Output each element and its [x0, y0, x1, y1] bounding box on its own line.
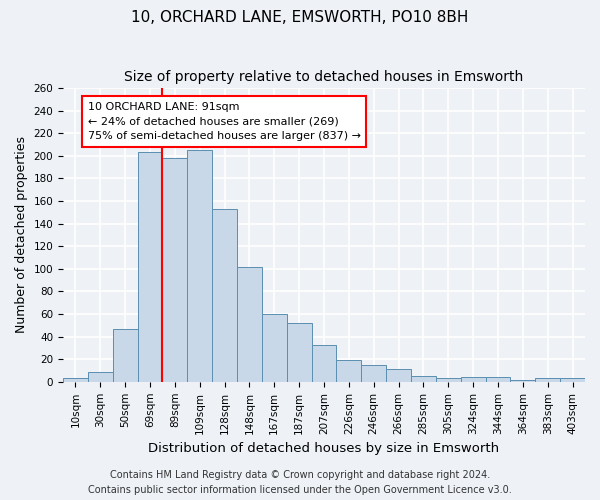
Bar: [63, 378, 88, 382]
Bar: [436, 378, 461, 382]
Bar: [560, 378, 585, 382]
Text: 10, ORCHARD LANE, EMSWORTH, PO10 8BH: 10, ORCHARD LANE, EMSWORTH, PO10 8BH: [131, 10, 469, 25]
Bar: [262, 314, 287, 382]
Bar: [113, 328, 137, 382]
Bar: [237, 266, 262, 382]
Bar: [163, 158, 187, 382]
Bar: [88, 372, 113, 382]
Text: Contains HM Land Registry data © Crown copyright and database right 2024.
Contai: Contains HM Land Registry data © Crown c…: [88, 470, 512, 495]
Title: Size of property relative to detached houses in Emsworth: Size of property relative to detached ho…: [124, 70, 524, 84]
X-axis label: Distribution of detached houses by size in Emsworth: Distribution of detached houses by size …: [148, 442, 500, 455]
Bar: [337, 360, 361, 382]
Bar: [511, 380, 535, 382]
Bar: [287, 323, 311, 382]
Bar: [485, 378, 511, 382]
Bar: [212, 209, 237, 382]
Bar: [535, 378, 560, 382]
Y-axis label: Number of detached properties: Number of detached properties: [15, 136, 28, 334]
Bar: [386, 370, 411, 382]
Text: 10 ORCHARD LANE: 91sqm
← 24% of detached houses are smaller (269)
75% of semi-de: 10 ORCHARD LANE: 91sqm ← 24% of detached…: [88, 102, 361, 141]
Bar: [461, 378, 485, 382]
Bar: [311, 344, 337, 382]
Bar: [137, 152, 163, 382]
Bar: [187, 150, 212, 382]
Bar: [411, 376, 436, 382]
Bar: [361, 365, 386, 382]
